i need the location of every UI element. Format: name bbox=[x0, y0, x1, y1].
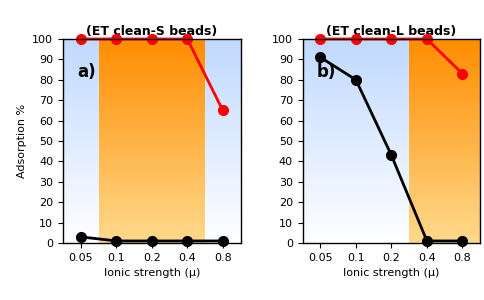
Title: (ET clean-S beads): (ET clean-S beads) bbox=[86, 25, 217, 38]
Text: b): b) bbox=[316, 64, 335, 82]
X-axis label: Ionic strength (μ): Ionic strength (μ) bbox=[343, 268, 439, 278]
Text: a): a) bbox=[77, 64, 96, 82]
X-axis label: Ionic strength (μ): Ionic strength (μ) bbox=[104, 268, 199, 278]
Y-axis label: Adsorption %: Adsorption % bbox=[17, 104, 27, 178]
Title: (ET clean-L beads): (ET clean-L beads) bbox=[326, 25, 455, 38]
